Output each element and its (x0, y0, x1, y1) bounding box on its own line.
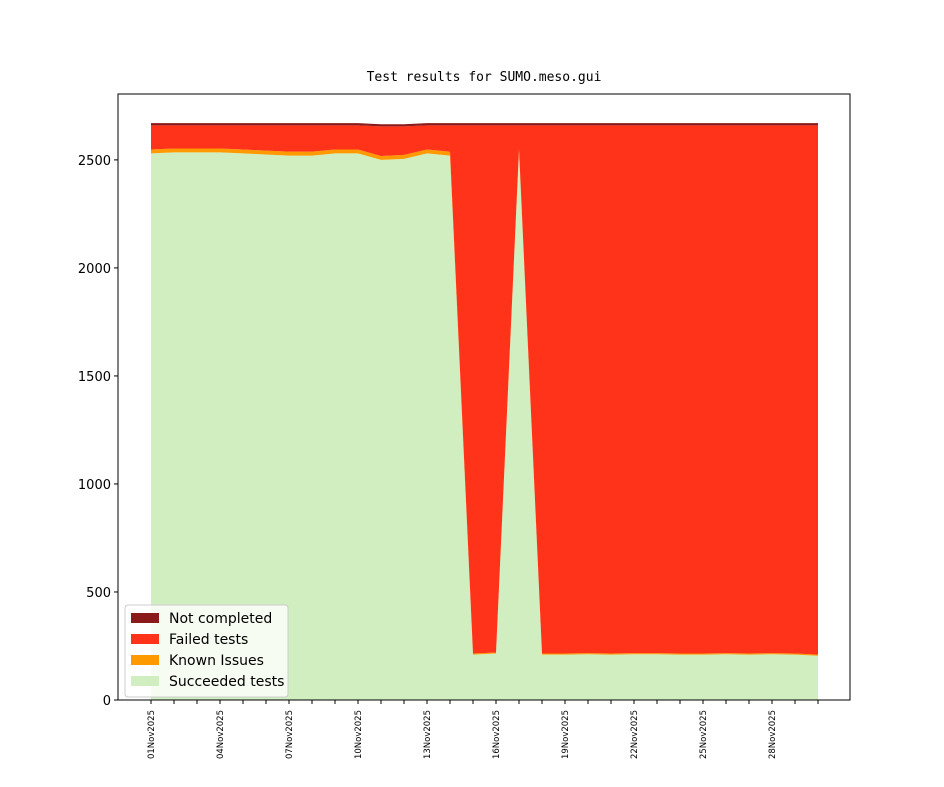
x-tick-label: 25Nov2025 (699, 710, 709, 759)
legend-swatch (131, 676, 159, 686)
x-tick-label: 13Nov2025 (423, 710, 433, 759)
x-tick-label: 19Nov2025 (561, 710, 571, 759)
area (151, 151, 818, 700)
legend-frame (124, 604, 289, 698)
y-tick-label: 1500 (78, 370, 111, 385)
x-tick-label: 10Nov2025 (354, 710, 364, 759)
legend-swatch (131, 655, 159, 665)
legend-label: Known Issues (169, 653, 264, 669)
legend-label: Not completed (169, 611, 272, 627)
plot-frame (117, 93, 851, 701)
legend-swatch (131, 634, 159, 644)
legend-swatch (131, 613, 159, 623)
y-tick-label: 500 (86, 586, 111, 601)
y-tick-label: 0 (103, 694, 111, 709)
y-tick-label: 2000 (78, 262, 111, 277)
y-tick-label: 2500 (78, 154, 111, 169)
x-tick-label: 16Nov2025 (492, 710, 502, 759)
legend-label: Failed tests (169, 632, 248, 648)
x-tick-label: 07Nov2025 (285, 710, 295, 759)
y-tick-label: 1000 (78, 478, 111, 493)
area (151, 125, 818, 655)
legend: Not completed Failed tests Known Issues Suc… (124, 604, 289, 698)
legend-label: Succeeded tests (169, 674, 284, 690)
x-tick-label: 04Nov2025 (216, 710, 226, 759)
x-tick-label: 01Nov2025 (147, 710, 157, 759)
x-tick-label: 28Nov2025 (768, 710, 778, 759)
area (151, 123, 818, 127)
chart-title: Test results for SUMO.meso.gui (367, 70, 602, 85)
x-tick-label: 22Nov2025 (630, 710, 640, 759)
